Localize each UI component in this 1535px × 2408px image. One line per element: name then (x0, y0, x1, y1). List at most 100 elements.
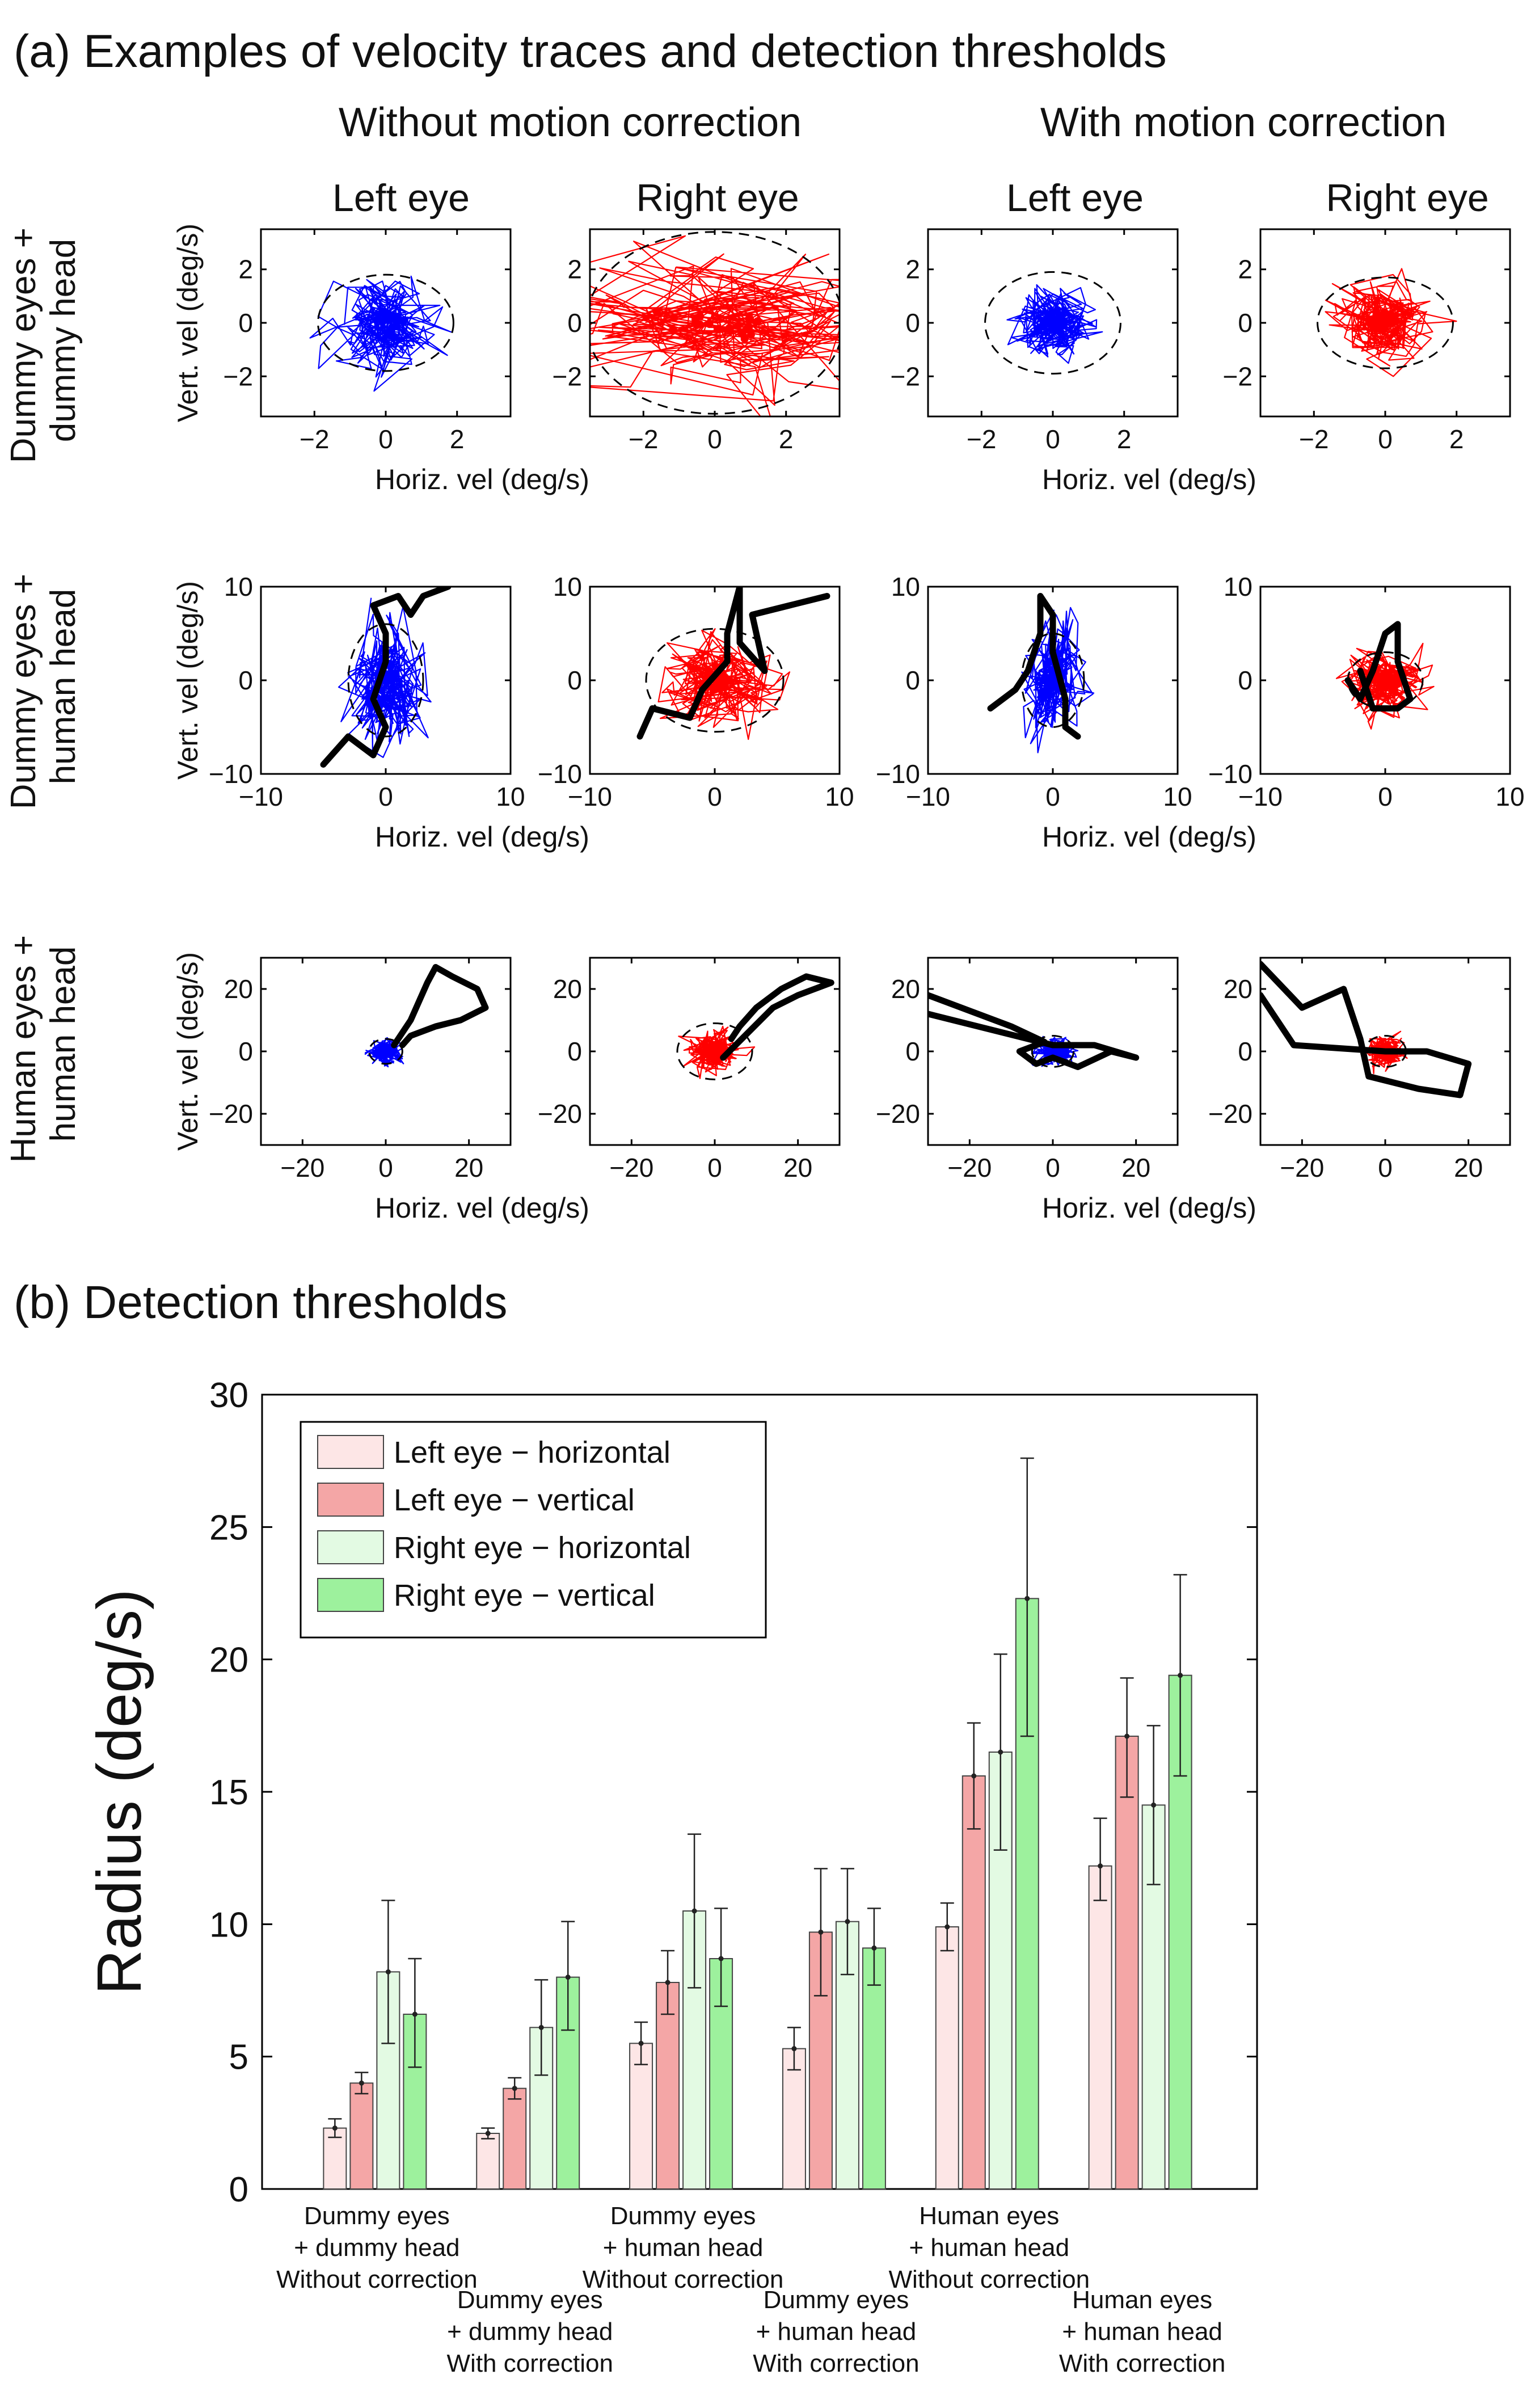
velocity-plot: −2 0 2 −2 0 2 (553, 228, 841, 454)
x-tick-label: −20 (280, 1153, 324, 1182)
panel-b-title: (b) Detection thresholds (14, 1277, 508, 1328)
x-tick-label: 10 (496, 782, 525, 811)
x-tick-label: −10 (568, 782, 612, 811)
bar (862, 1947, 886, 2190)
category-label: + dummy head (294, 2234, 459, 2262)
velocity-trace (657, 628, 791, 740)
mean-marker (512, 2086, 517, 2091)
velocity-point (387, 314, 396, 323)
y-tick-label: 20 (209, 1641, 248, 1680)
x-tick-label: 0 (378, 424, 393, 454)
row-label-line: dummy head (44, 239, 83, 442)
velocity-core (706, 1042, 726, 1060)
mean-marker (944, 1924, 950, 1930)
velocity-point (387, 326, 395, 335)
velocity-plot: −20 0 20 −20 0 20 (209, 957, 512, 1182)
category-label: Human eyes (919, 2202, 1059, 2230)
velocity-point (391, 670, 400, 679)
category-label: Dummy eyes (764, 2286, 909, 2314)
bar (782, 2048, 806, 2190)
y-tick-label: 0 (1238, 666, 1253, 695)
legend-swatch (317, 1435, 384, 1469)
x-tick-label: 2 (450, 424, 465, 454)
category-label: With correction (1059, 2350, 1225, 2377)
mean-marker (332, 2125, 338, 2131)
threshold-ellipse (317, 273, 454, 372)
velocity-point (1375, 677, 1384, 685)
velocity-point (382, 677, 391, 685)
mean-marker (1178, 1673, 1183, 1678)
row-label-line: Human eyes + (4, 935, 43, 1163)
velocity-point (1044, 690, 1053, 698)
y-tick-label: 0 (567, 308, 582, 338)
velocity-plot: −20 0 20 −20 0 20 (1208, 957, 1511, 1182)
x-axis-label: Horiz. vel (deg/s) (1042, 821, 1256, 853)
velocity-point (1034, 325, 1042, 333)
y-tick-label: −20 (209, 1099, 253, 1129)
velocity-point (695, 320, 704, 329)
y-tick-label: 15 (209, 1773, 248, 1812)
velocity-point (392, 321, 400, 329)
y-tick-label: 0 (905, 666, 920, 695)
x-axis-label: Horiz. vel (deg/s) (375, 464, 589, 495)
velocity-point (390, 332, 399, 341)
mean-marker (485, 2131, 491, 2136)
bar (1088, 1865, 1112, 2190)
velocity-plot: −2 0 2 −2 0 2 (223, 228, 512, 454)
legend-entry: Right eye − vertical (394, 1578, 655, 1613)
category-label: Without correction (888, 2266, 1090, 2293)
head-velocity-trace (1260, 961, 1472, 1098)
category-label: With correction (753, 2350, 919, 2377)
x-axis-label: Horiz. vel (deg/s) (375, 1192, 589, 1224)
y-tick-label: 30 (209, 1376, 248, 1415)
x-tick-label: 0 (1378, 1153, 1393, 1182)
x-axis-label: Horiz. vel (deg/s) (1042, 1192, 1256, 1224)
mean-marker (718, 1956, 724, 1961)
x-tick-label: 2 (1117, 424, 1132, 454)
velocity-point (378, 695, 387, 704)
x-tick-label: 10 (1495, 782, 1524, 811)
legend-swatch (317, 1530, 384, 1564)
x-tick-label: −2 (300, 424, 329, 454)
x-tick-label: −20 (1280, 1153, 1324, 1182)
velocity-core (377, 1044, 398, 1059)
y-tick-label: 0 (905, 308, 920, 338)
velocity-point (1390, 686, 1399, 694)
x-tick-label: 0 (707, 424, 722, 454)
x-tick-label: −20 (609, 1153, 653, 1182)
bar (935, 1926, 959, 2190)
velocity-point (711, 684, 719, 693)
velocity-point (746, 315, 754, 324)
head-velocity-trace (987, 593, 1081, 740)
x-tick-label: 0 (378, 782, 393, 811)
velocity-point (696, 312, 705, 321)
x-tick-label: −2 (629, 424, 658, 454)
y-axis-label: Vert. vel (deg/s) (172, 581, 204, 780)
mean-marker (665, 1980, 670, 1985)
threshold-ellipse (645, 628, 785, 733)
y-tick-label: −20 (1208, 1099, 1253, 1129)
velocity-plot: −20 0 20 −20 0 20 (538, 957, 841, 1182)
velocity-point (1366, 317, 1374, 326)
mean-marker (538, 2024, 544, 2030)
y-tick-label: −2 (1223, 361, 1253, 391)
eye-label: Right eye (636, 176, 799, 220)
velocity-point (669, 325, 677, 334)
head-velocity-trace (636, 587, 830, 740)
y-axis-label: Vert. vel (deg/s) (172, 952, 204, 1151)
x-axis-label: Horiz. vel (deg/s) (375, 821, 589, 853)
velocity-point (1394, 679, 1403, 687)
velocity-point (389, 1046, 398, 1055)
bar (323, 2127, 347, 2190)
y-tick-label: −20 (876, 1099, 920, 1129)
x-tick-label: 2 (1449, 424, 1464, 454)
y-tick-label: 0 (567, 666, 582, 695)
mean-marker (565, 1975, 571, 1980)
threshold-ellipse (347, 623, 424, 738)
x-tick-label: −2 (967, 424, 996, 454)
velocity-plot: −10 0 10 −10 0 10 (1208, 572, 1525, 811)
plot-area (984, 271, 1121, 375)
row-label: Human eyes + human head (4, 925, 83, 1163)
threshold-bar-chart: 0 5 10 15 20 25 30 Radius (deg/s) Dummy eyes + du… (85, 1376, 1258, 2377)
